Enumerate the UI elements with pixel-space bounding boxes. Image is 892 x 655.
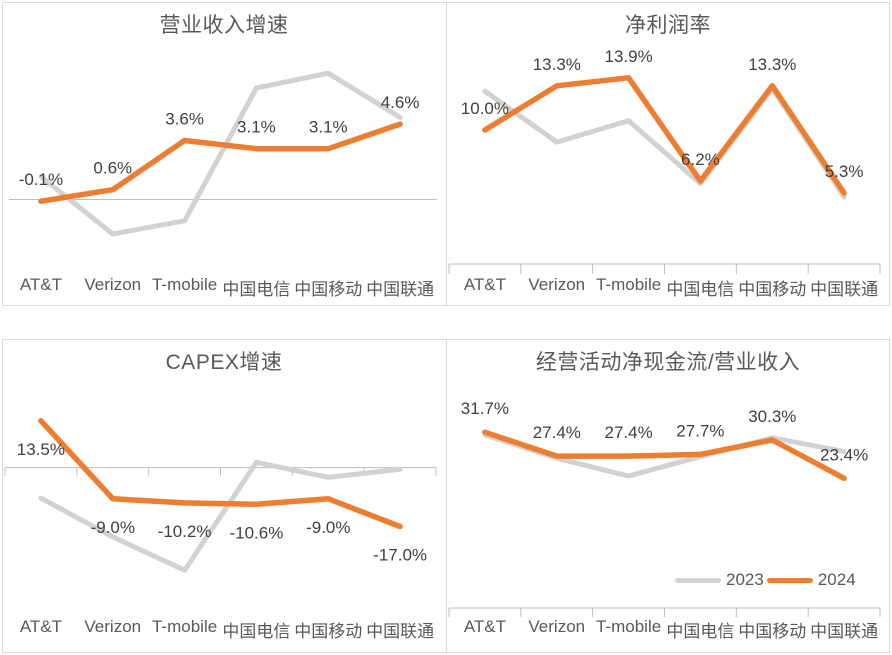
chart-ocf-to-revenue-plot: 31.7% 27.4% 27.4% 27.7% 30.3% 23.4%	[448, 399, 881, 617]
data-label: -10.2%	[158, 522, 212, 541]
chart-title: 经营活动净现金流/营业收入	[535, 351, 801, 374]
series-line-2023	[38, 70, 403, 237]
category-label: T-mobile	[151, 617, 218, 636]
category-label: 中国电信	[222, 280, 291, 299]
chart-ocf-to-revenue: 经营活动净现金流/营业收入 31.7% 27.4% 27.4% 27.7% 30.3% 2…	[447, 340, 889, 652]
category-label: 中国联通	[366, 622, 435, 641]
category-label: 中国移动	[294, 622, 363, 641]
data-label: 31.7%	[461, 399, 509, 418]
category-label: 中国电信	[222, 622, 291, 641]
category-label: 中国移动	[738, 280, 807, 299]
data-label: 30.3%	[748, 407, 796, 426]
data-label: 3.1%	[237, 118, 276, 137]
data-label: 13.3%	[748, 55, 796, 74]
legend-item-2024: 2024	[766, 570, 856, 590]
category-label: Verizon	[84, 617, 142, 636]
category-label: T-mobile	[151, 275, 218, 294]
legend-item-2023: 2023	[675, 570, 764, 590]
data-label: -9.0%	[306, 518, 350, 537]
legend-label-2023: 2023	[726, 570, 764, 589]
legend: 2023 2024	[675, 570, 856, 590]
chart-net-margin: 净利润率 10.0% 13.3% 13.9% 6.2% 13.3% 5.3% AT&T Ve…	[447, 3, 889, 305]
data-label: 13.9%	[604, 47, 652, 66]
panel-divider	[446, 3, 447, 305]
chart-title: 营业收入增速	[159, 14, 289, 37]
data-label: 3.1%	[309, 118, 348, 137]
chart-capex-growth-plot: 13.5% -9.0% -10.2% -10.6% -9.0% -17.0%	[4, 418, 437, 573]
series-line-2023	[482, 86, 847, 200]
data-label: 4.6%	[381, 93, 420, 112]
category-label: 中国电信	[666, 622, 735, 641]
category-label: 中国电信	[666, 280, 735, 299]
data-label: 13.3%	[533, 55, 581, 74]
category-label: Verizon	[528, 275, 586, 294]
data-label: -9.0%	[91, 518, 135, 537]
category-label: 中国移动	[738, 622, 807, 641]
category-label: T-mobile	[595, 617, 662, 636]
series-line-2024	[482, 429, 847, 482]
chart-capex-growth: CAPEX增速 13.5% -9.0% -10.2% -10.6% -9.0% -17.0…	[3, 340, 445, 652]
category-label: 中国联通	[810, 622, 879, 641]
series-line-2024	[482, 75, 847, 196]
bottom-panel: CAPEX增速 13.5% -9.0% -10.2% -10.6% -9.0% -17.0…	[2, 339, 890, 653]
data-label: 6.2%	[681, 150, 720, 169]
legend-label-2024: 2024	[817, 570, 856, 589]
chart-revenue-growth: 营业收入增速 -0.1% 0.6% 3.6% 3.1% 3.1% 4.6% AT&T Ver…	[3, 3, 445, 305]
category-label: AT&T	[463, 617, 506, 636]
data-label: 0.6%	[93, 159, 132, 178]
top-panel: 营业收入增速 -0.1% 0.6% 3.6% 3.1% 3.1% 4.6% AT&T Ver…	[2, 2, 890, 306]
category-label: T-mobile	[595, 275, 662, 294]
data-label: -17.0%	[373, 546, 427, 565]
chart-title: 净利润率	[625, 14, 711, 37]
category-label: 中国联通	[810, 280, 879, 299]
data-label: -10.6%	[229, 523, 283, 542]
data-label: 27.4%	[533, 423, 581, 442]
data-label: 23.4%	[820, 445, 868, 464]
category-label: Verizon	[528, 617, 586, 636]
series-line-2024	[38, 418, 403, 530]
panel-divider	[446, 340, 447, 652]
chart-net-margin-plot: 10.0% 13.3% 13.9% 6.2% 13.3% 5.3%	[448, 47, 881, 274]
data-label: 27.7%	[676, 421, 724, 440]
chart-revenue-growth-plot: -0.1% 0.6% 3.6% 3.1% 3.1% 4.6%	[9, 70, 437, 237]
category-label: AT&T	[19, 275, 62, 294]
series-line-2023	[38, 459, 403, 573]
chart-title: CAPEX增速	[165, 351, 283, 374]
data-label: 27.4%	[604, 423, 652, 442]
category-label: 中国联通	[366, 280, 435, 299]
legend-swatch-2024	[766, 577, 813, 583]
category-label: AT&T	[463, 275, 506, 294]
data-label: -0.1%	[19, 170, 63, 189]
data-label: 10.0%	[461, 99, 509, 118]
data-label: 13.5%	[17, 440, 65, 459]
category-label: Verizon	[84, 275, 142, 294]
category-label: 中国移动	[294, 280, 363, 299]
category-label: AT&T	[19, 617, 62, 636]
series-line-2024	[38, 121, 403, 204]
data-label: 5.3%	[825, 162, 864, 181]
data-label: 3.6%	[165, 110, 204, 129]
legend-swatch-2023	[675, 577, 721, 583]
